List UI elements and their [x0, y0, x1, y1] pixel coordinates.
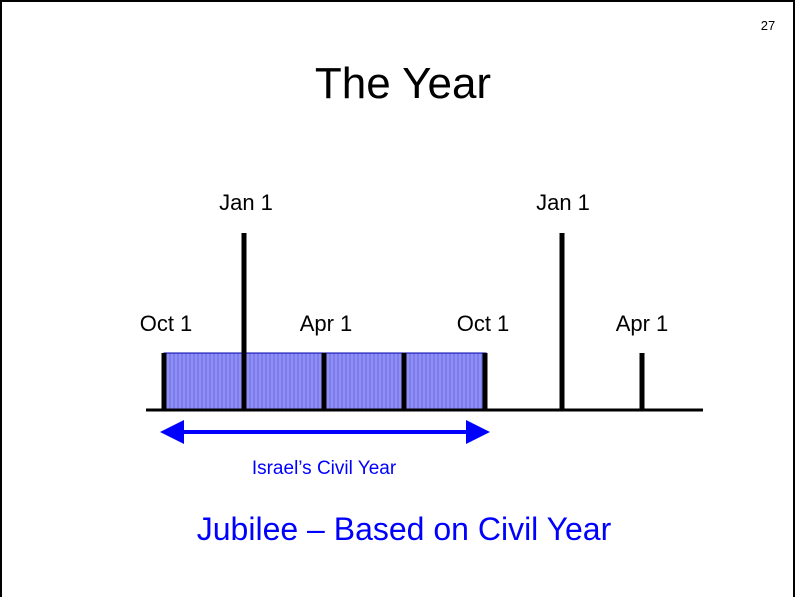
timeline-ticks [161, 233, 645, 410]
bottom-label: Oct 1 [140, 311, 193, 336]
range-label: Israel’s Civil Year [252, 458, 397, 479]
top-label: Jan 1 [219, 190, 273, 215]
slide-number: 27 [761, 18, 775, 33]
bottom-label: Oct 1 [457, 311, 510, 336]
title: The Year [315, 59, 491, 108]
caption: Jubilee – Based on Civil Year [197, 511, 612, 547]
bottom-label: Apr 1 [300, 311, 353, 336]
bottom-label: Apr 1 [616, 311, 669, 336]
top-label: Jan 1 [536, 190, 590, 215]
